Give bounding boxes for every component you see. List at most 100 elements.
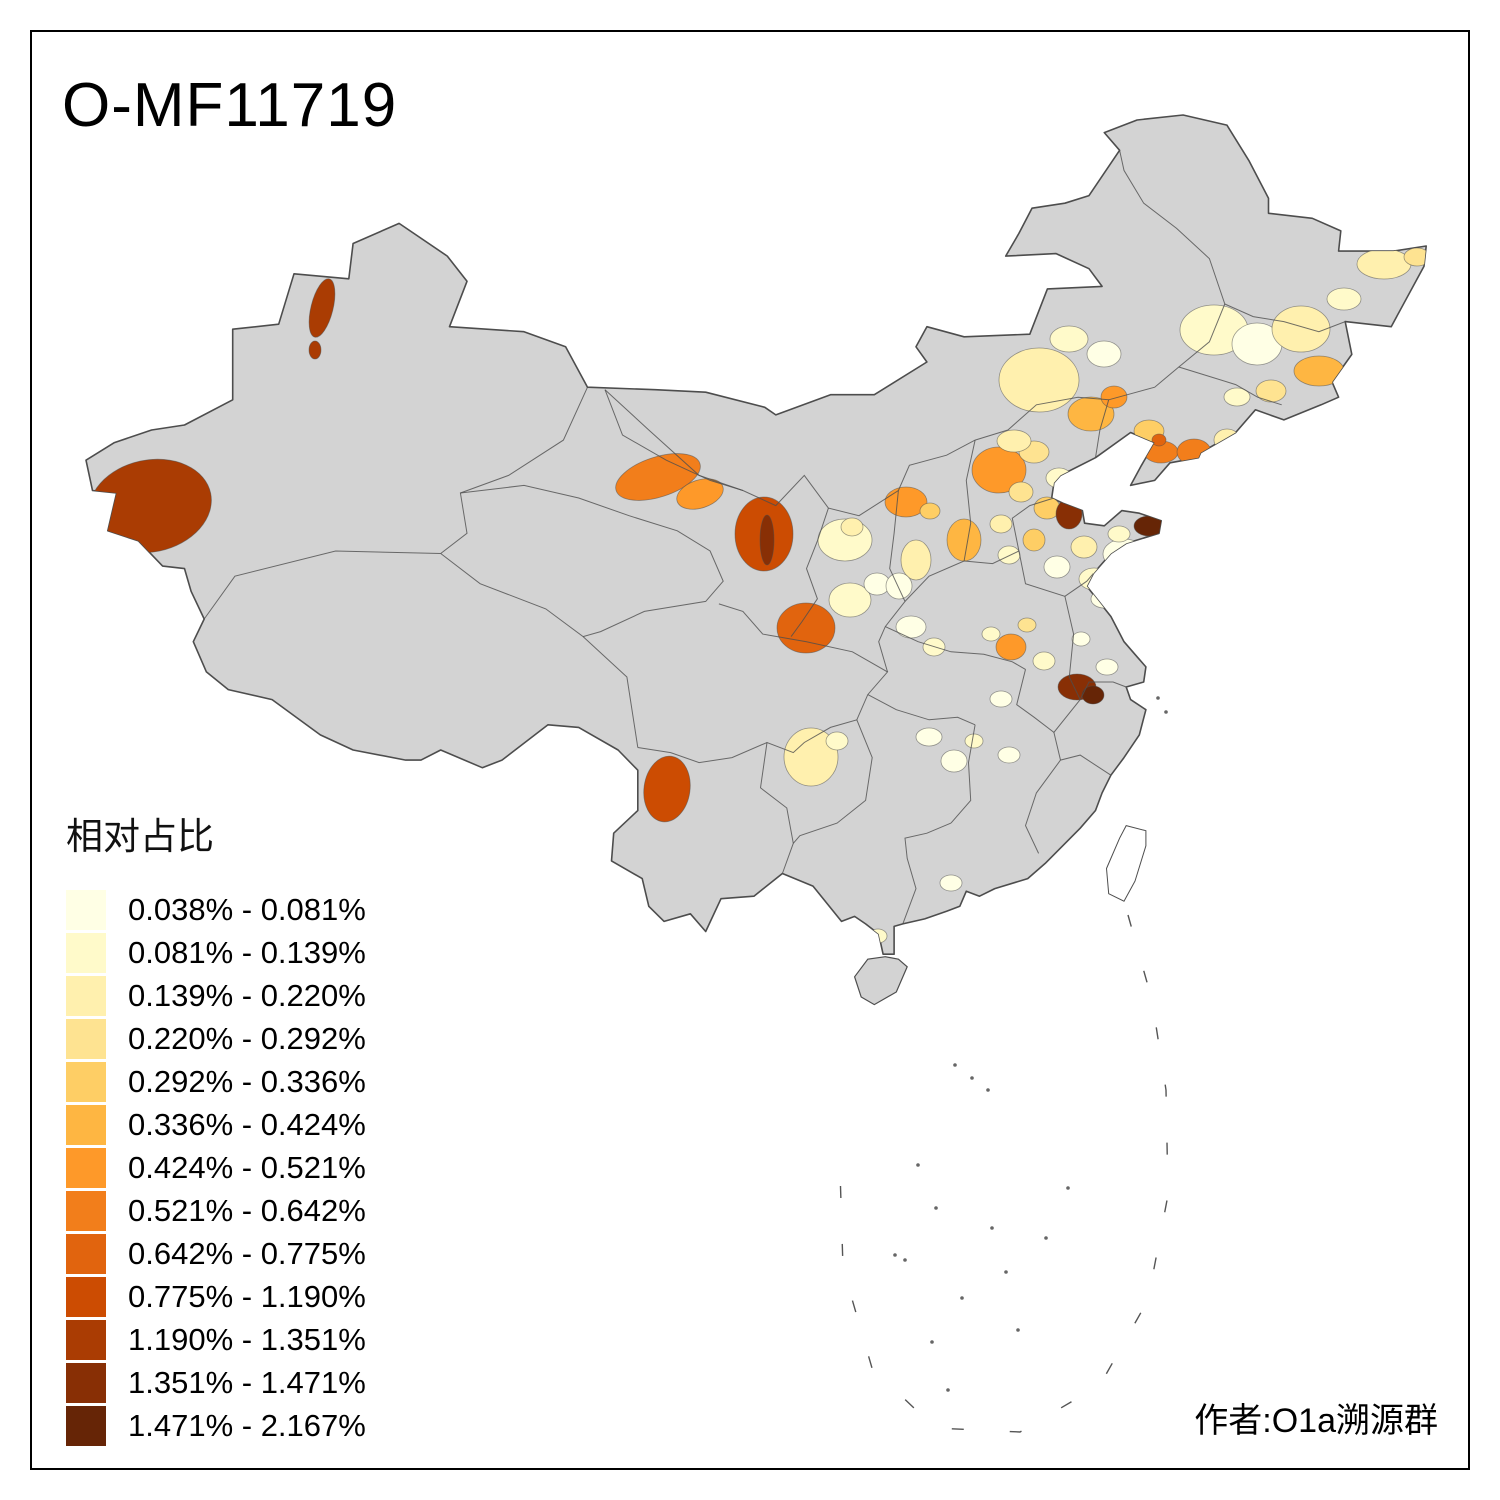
island-dot [916,1163,920,1167]
map-region [900,539,932,581]
legend-label: 0.220% - 0.292% [128,1020,366,1056]
island-dot [986,1088,990,1092]
map-region [1055,498,1083,530]
island-dot [946,1388,950,1392]
legend-item: 0.642% - 0.775% [66,1232,366,1275]
legend-items: 0.038% - 0.081% 0.081% - 0.139% 0.139% - 0… [66,888,366,1447]
map-region [1008,481,1034,503]
taiwan-island [1105,825,1147,902]
map-region [1102,538,1146,570]
map-region [1293,355,1345,387]
legend-title: 相对占比 [66,816,214,857]
map-region [940,749,968,773]
map-region [759,514,775,566]
map-region [939,874,963,892]
author-credit: 作者:O1a溯源群 [1194,1402,1438,1440]
island-dot [1066,1186,1070,1190]
map-region [1255,379,1287,403]
map-region [996,429,1032,453]
map-region [998,347,1080,413]
map-region [1032,651,1056,671]
legend-swatch [66,1147,106,1188]
legend-item: 1.190% - 1.351% [66,1318,366,1361]
map-region [1095,658,1119,676]
map-region [1043,555,1071,579]
map-region [1090,589,1118,609]
map-region [676,478,724,510]
legend-swatch [66,1104,106,1145]
island-dot [953,1063,957,1067]
map-region [919,502,941,520]
map-region [1078,567,1110,591]
legend-label: 0.521% - 0.642% [128,1192,366,1228]
legend-item: 0.336% - 0.424% [66,1103,366,1146]
legend-item: 0.775% - 1.190% [66,1275,366,1318]
legend-swatch [66,1190,106,1231]
map-region [783,727,839,787]
legend-label: 0.642% - 0.775% [128,1235,366,1271]
island-dot [1016,1328,1020,1332]
island-dot [934,1206,938,1210]
legend-swatch [66,1319,106,1360]
legend-swatch [66,889,106,930]
map-region [971,446,1027,494]
island-dot [1156,696,1160,700]
map-region [1356,248,1412,280]
legend-swatch [66,1405,106,1446]
island-dot [903,1258,907,1262]
map-region [895,615,927,639]
map-region [981,626,1001,642]
legend-label: 1.471% - 2.167% [128,1407,366,1443]
island-dot [970,1076,974,1080]
legend-swatch [66,1276,106,1317]
legend-item: 0.038% - 0.081% [66,888,366,931]
map-region [1070,535,1098,559]
map-region [615,453,701,501]
map-region [1326,287,1362,311]
map-region [308,278,336,338]
map-region [643,755,691,823]
map-region [776,602,836,654]
legend-item: 1.351% - 1.471% [66,1361,366,1404]
legend-swatch [66,1233,106,1274]
legend-label: 0.081% - 0.139% [128,934,366,970]
map-region [1022,528,1046,552]
map-region [1100,385,1128,409]
map-region [946,518,982,562]
map-region [884,486,928,518]
map-region [868,928,888,944]
legend-swatch [66,975,106,1016]
map-region [989,690,1013,708]
island-dot [1164,710,1168,714]
map-region [1151,433,1167,447]
map-region [997,545,1021,565]
map-region [308,340,322,360]
legend-label: 0.424% - 0.521% [128,1149,366,1185]
legend-swatch [66,1362,106,1403]
map-region [997,746,1021,764]
legend-label: 0.336% - 0.424% [128,1106,366,1142]
map-region [1403,247,1427,267]
legend-item: 0.081% - 0.139% [66,931,366,974]
map-region [1223,387,1251,407]
map-region [1107,525,1131,543]
legend-label: 1.351% - 1.471% [128,1364,366,1400]
map-region [964,733,984,749]
legend-item: 0.139% - 0.220% [66,974,366,1017]
island-dot [990,1226,994,1230]
legend-item: 0.292% - 0.336% [66,1060,366,1103]
legend-label: 0.775% - 1.190% [128,1278,366,1314]
hainan-island [853,956,908,1006]
legend-item: 0.521% - 0.642% [66,1189,366,1232]
map-region [995,633,1027,661]
island-dot [893,1253,897,1257]
legend: 相对占比 0.038% - 0.081% 0.081% - 0.139% 0.139… [66,806,366,1447]
map-region [1271,305,1331,353]
island-dot [1004,1270,1008,1274]
legend-label: 1.190% - 1.351% [128,1321,366,1357]
legend-label: 0.139% - 0.220% [128,977,366,1013]
map-region [989,514,1013,534]
map-region [1049,325,1089,353]
map-region [828,582,872,618]
